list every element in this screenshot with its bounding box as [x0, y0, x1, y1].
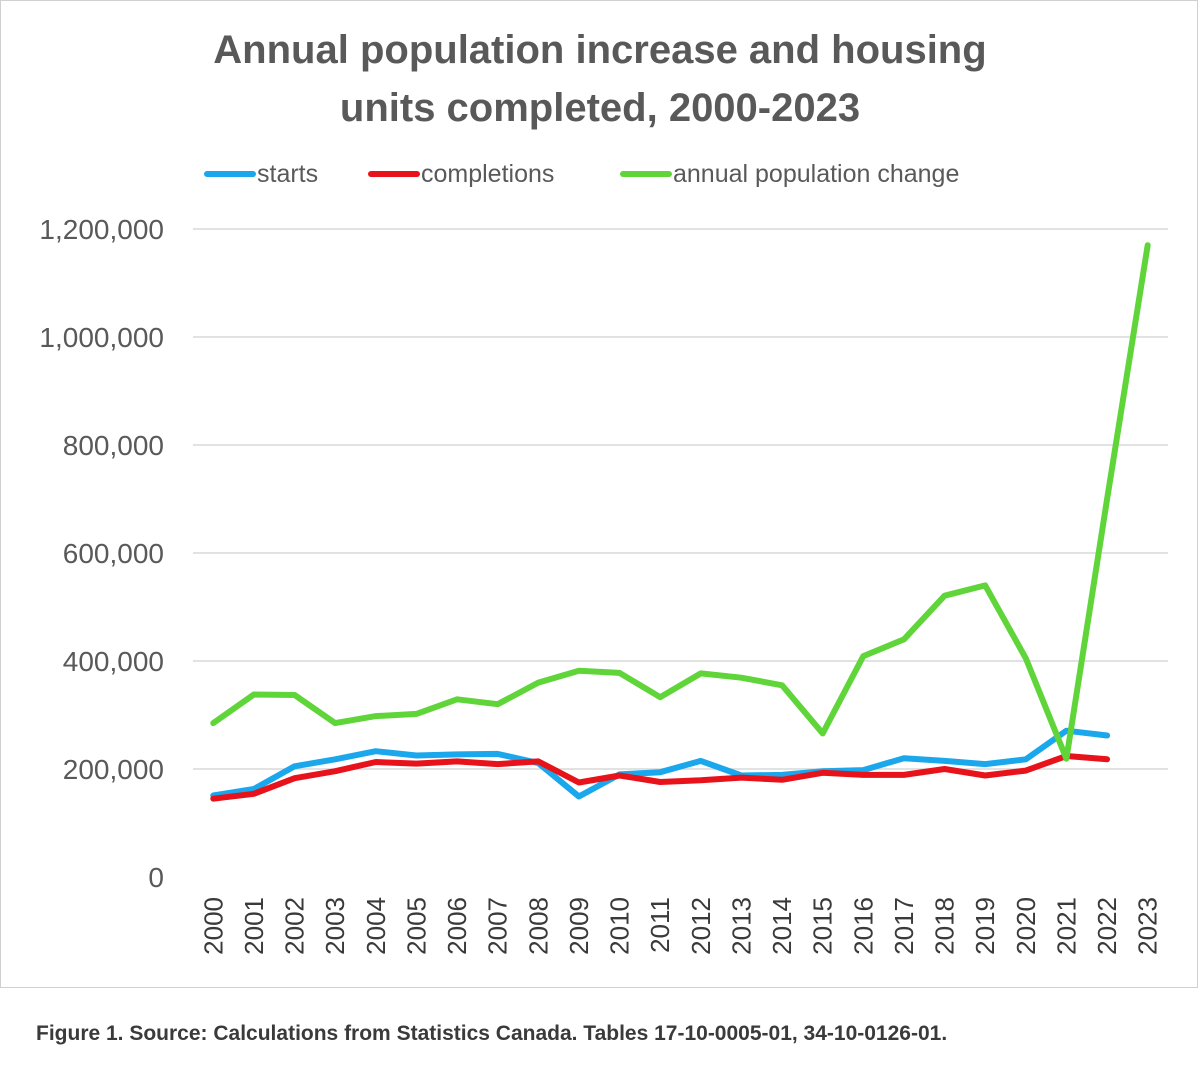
- x-tick-label: 2011: [645, 897, 675, 953]
- x-tick-label: 2016: [848, 897, 878, 955]
- y-tick-label: 800,000: [63, 430, 164, 461]
- chart-title-line: units completed, 2000-2023: [340, 86, 860, 130]
- x-tick-label: 2014: [767, 897, 797, 955]
- chart: Annual population increase and housing un…: [39, 28, 1168, 955]
- x-tick-label: 2001: [239, 897, 269, 955]
- series-line: [210, 753, 1111, 802]
- series-line: [210, 727, 1111, 800]
- legend-item: completions: [368, 160, 554, 188]
- series-starts: [210, 727, 1111, 800]
- series-lines: [210, 242, 1151, 802]
- x-tick-label: 2018: [930, 897, 960, 955]
- x-tick-label: 2006: [442, 897, 472, 955]
- x-tick-label: 2010: [605, 897, 635, 955]
- x-tick-label: 2017: [889, 897, 919, 955]
- legend: starts completions annual population chang…: [204, 160, 959, 188]
- x-tick-label: 2012: [686, 897, 716, 955]
- series-annual-population-change: [210, 242, 1151, 762]
- x-axis-ticks: 2000 2001 2002 2003 2004 2005 2006 2007 2008 2009…: [198, 897, 1162, 955]
- x-tick-label: 2009: [564, 897, 594, 955]
- x-tick-label: 2021: [1051, 897, 1081, 955]
- y-tick-label: 400,000: [63, 646, 164, 677]
- legend-label: starts: [257, 160, 318, 188]
- legend-item: starts: [204, 160, 318, 188]
- series-line: [210, 242, 1151, 762]
- y-tick-label: 1,200,000: [39, 214, 164, 245]
- series-completions: [210, 753, 1111, 802]
- chart-title-line: Annual population increase and housing: [213, 28, 986, 72]
- x-tick-label: 2008: [523, 897, 553, 955]
- legend-label: annual population change: [673, 160, 959, 188]
- legend-item: annual population change: [620, 160, 959, 188]
- x-tick-label: 2023: [1133, 897, 1163, 955]
- legend-label: completions: [421, 160, 554, 188]
- x-tick-label: 2013: [726, 897, 756, 955]
- x-tick-label: 2000: [198, 897, 228, 955]
- x-tick-label: 2022: [1092, 897, 1122, 955]
- chart-frame: Annual population increase and housing un…: [0, 0, 1198, 988]
- chart-title: Annual population increase and housing un…: [213, 28, 986, 130]
- x-tick-label: 2007: [483, 897, 513, 955]
- x-tick-label: 2015: [808, 897, 838, 955]
- x-tick-label: 2002: [280, 897, 310, 955]
- y-axis-ticks: 0 200,000 400,000 600,000 800,000 1,000,000 1,…: [39, 214, 164, 893]
- y-tick-label: 200,000: [63, 754, 164, 785]
- figure-caption: Figure 1. Source: Calculations from Stat…: [36, 1022, 948, 1045]
- x-tick-label: 2019: [970, 897, 1000, 955]
- y-tick-label: 600,000: [63, 538, 164, 569]
- x-tick-label: 2005: [401, 897, 431, 955]
- x-tick-label: 2003: [320, 897, 350, 955]
- x-tick-label: 2004: [361, 897, 391, 955]
- x-tick-label: 2020: [1011, 897, 1041, 955]
- y-tick-label: 1,000,000: [39, 322, 164, 353]
- y-tick-label: 0: [148, 862, 164, 893]
